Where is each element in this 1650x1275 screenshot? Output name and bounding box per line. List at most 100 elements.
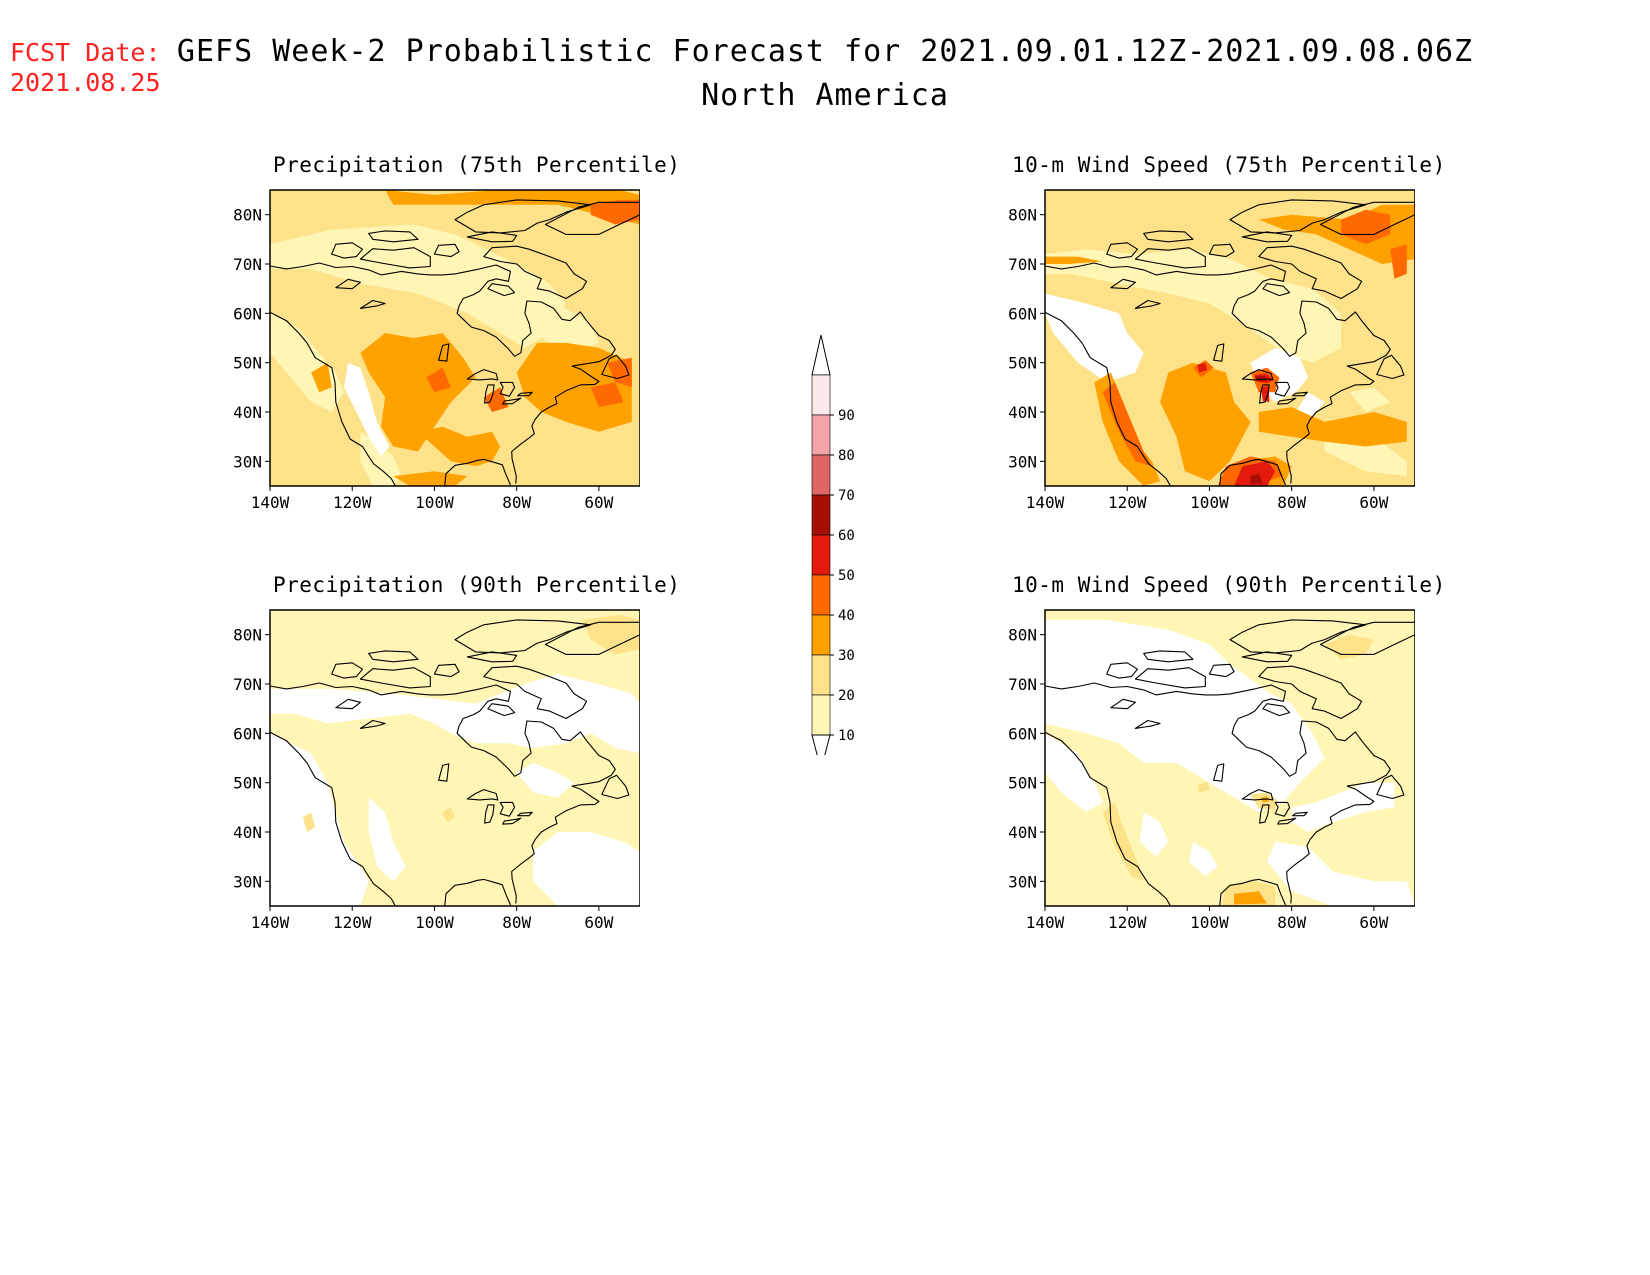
probability-contour [516,762,575,798]
colorbar-segment [811,574,831,616]
island-outline [1241,231,1293,243]
lon-tick-label: 80W [502,493,531,512]
lat-tick-label: 60N [1008,724,1037,743]
probability-contour [270,733,369,906]
island-outline [483,245,588,300]
colorbar-bottom-arrow [811,734,831,755]
lat-tick-label: 50N [233,354,262,373]
colorbar-segment [811,374,831,416]
island-outline [1376,774,1405,800]
panel-title-precip-75: Precipitation (75th Percentile) [273,153,681,177]
lake-outline [1241,369,1274,381]
lake-outline [1110,278,1136,290]
probability-contour [1045,733,1103,813]
coastlines [1045,619,1415,906]
map-frame [269,189,640,487]
map-precip-90: 80N 70N 60N 50N 40N 30N 140W 120W 100W 80W 60W [233,609,640,932]
island-outline [1134,667,1206,689]
probability-contour [1045,619,1325,813]
lake-outline [1110,698,1136,710]
lake-outline [359,299,386,309]
lat-tick-label: 60N [1008,304,1037,323]
probability-contour [344,362,390,457]
probability-contour [1045,293,1144,383]
probability-contour [1341,209,1391,245]
probability-contour [590,199,640,225]
map-frame [1044,609,1415,907]
panel-title-wind-90: 10-m Wind Speed (90th Percentile) [1012,573,1446,597]
gulf-coast [444,458,512,486]
probability-contour [1197,362,1208,373]
lat-tick-label: 80N [233,626,262,645]
lake-outline [1277,397,1297,405]
island-outline [544,201,640,235]
island-outline [331,662,364,679]
lake-outline [1134,719,1161,729]
colorbar-label: 50 [838,568,855,584]
colorbar-segment [811,694,831,736]
lake-outline [1134,299,1161,309]
lat-tick-label: 30N [1008,872,1037,891]
lake-outline [1241,789,1274,801]
probability-contour [360,333,476,452]
lat-tick-label: 30N [233,872,262,891]
lon-tick-label: 120W [1108,913,1147,932]
probability-contour [1197,781,1210,793]
lake-outline [359,719,386,729]
map-frame [269,609,640,907]
coastlines [270,199,640,486]
island-outline [433,243,460,258]
lake-outline [1259,804,1270,824]
probability-contour [311,362,332,393]
coastlines [1045,199,1415,486]
west-coast [1045,311,1171,486]
island-outline [601,774,630,800]
lat-tick-label: 60N [233,304,262,323]
colorbar-label: 80 [838,448,855,464]
colorbar-segment [811,614,831,656]
probability-contour [1258,407,1407,447]
lat-tick-label: 70N [1008,675,1037,694]
island-outline [1319,621,1415,655]
probability-contour [1139,812,1169,857]
probability-contour [368,797,406,882]
island-outline [1143,650,1194,663]
lon-tick-label: 100W [415,913,454,932]
map-wind-75: 80N 70N 60N 50N 40N 30N 140W 120W 100W 80W 60W [1008,189,1415,512]
colorbar-segment [811,414,831,456]
colorbar-label: 40 [838,608,855,624]
fcst-label: FCST Date: [10,38,161,67]
probability-contour [360,431,402,486]
probability-contour [1160,362,1251,482]
probability-contour [1349,387,1391,412]
main-title: GEFS Week-2 Probabilistic Forecast for 2… [176,34,1474,69]
probability-contour [1291,782,1395,832]
lake-outline [499,801,516,817]
gulf-coast [1219,878,1287,906]
island-outline [544,621,640,655]
coastlines [270,619,640,906]
shaded-field [270,190,640,486]
island-outline [359,667,431,689]
panel-title-precip-90: Precipitation (90th Percentile) [273,573,681,597]
lon-tick-label: 120W [333,493,372,512]
colorbar-label: 60 [838,528,855,544]
lake-outline [1291,391,1308,397]
probability-contour [270,224,566,348]
lon-tick-label: 80W [1277,913,1306,932]
colorbar-label: 20 [838,688,855,704]
island-outline [466,651,518,663]
island-outline [1106,242,1139,259]
shaded-field [270,610,640,906]
lake-outline [484,804,495,824]
lat-tick-label: 60N [233,724,262,743]
island-outline [331,242,364,259]
lake-outline [1274,801,1291,817]
lat-tick-label: 30N [233,452,262,471]
east-arctic-coast [270,262,616,484]
probability-contour [418,426,501,467]
probability-contour [1390,244,1407,279]
lon-tick-label: 140W [251,913,290,932]
lat-tick-label: 70N [233,255,262,274]
probability-contour [1250,473,1263,484]
